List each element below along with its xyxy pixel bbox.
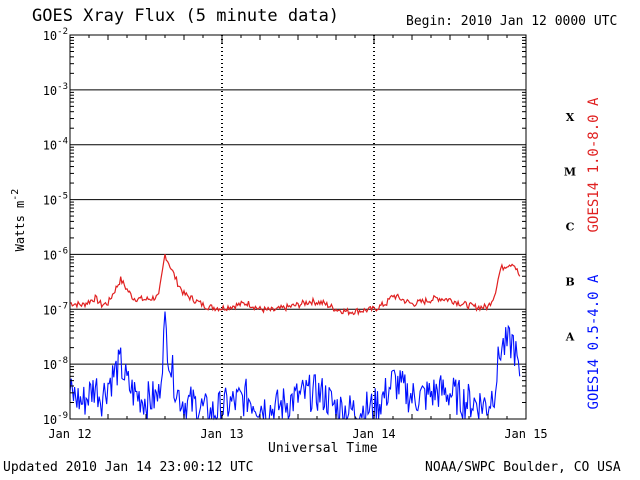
flare-class-label: A (565, 330, 575, 343)
flare-class-label: X (566, 111, 575, 124)
y-tick-label: 10-5 (43, 192, 68, 208)
y-tick-label: 10-9 (43, 411, 68, 427)
legend-long-channel: GOES14 1.0-8.0 A (586, 97, 602, 232)
chart-title: GOES Xray Flux (5 minute data) (32, 6, 340, 26)
y-tick-label: 10-8 (43, 356, 68, 372)
y-tick-label: 10-3 (43, 82, 68, 98)
plot-frame (69, 34, 527, 420)
x-tick-label: Jan 13 (200, 427, 243, 441)
x-axis-label: Universal Time (268, 441, 378, 456)
credit-label: NOAA/SWPC Boulder, CO USA (425, 460, 621, 475)
x-tick-label: Jan 14 (352, 427, 395, 441)
y-tick-label: 10-2 (43, 27, 68, 43)
x-tick-label: Jan 15 (504, 427, 547, 441)
begin-time: Begin: 2010 Jan 12 0000 UTC (406, 14, 618, 29)
flare-class-label: C (566, 221, 575, 234)
y-axis-label: Watts m-2 (10, 189, 27, 252)
flare-classes: X M C B A (564, 111, 576, 343)
series-long-line (69, 253, 521, 317)
y-tick-label: 10-4 (43, 137, 68, 153)
y-ticks: 10-2 10-3 10-4 10-5 10-6 10-7 10-8 10-9 (43, 27, 526, 427)
flare-class-label: M (564, 166, 576, 179)
flare-class-label: B (565, 275, 574, 288)
y-tick-label: 10-7 (43, 301, 68, 317)
x-tick-label: Jan 12 (48, 427, 91, 441)
y-tick-label: 10-6 (43, 246, 68, 262)
series-layer (69, 253, 521, 421)
grid (70, 35, 526, 419)
updated-timestamp: Updated 2010 Jan 14 23:00:12 UTC (3, 460, 254, 475)
legend-short-channel: GOES14 0.5-4.0 A (586, 274, 602, 409)
x-ticks: Jan 12 Jan 13 Jan 14 Jan 15 (48, 35, 548, 441)
series-short-line (69, 311, 521, 421)
